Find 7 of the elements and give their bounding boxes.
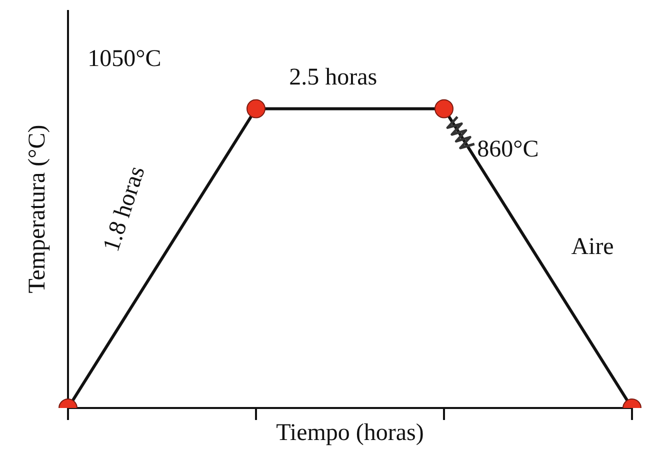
- y-axis-title: Temperatura (°C): [24, 124, 51, 294]
- text: 2.5 horas: [289, 64, 378, 91]
- text: 1050°C: [88, 46, 162, 72]
- annotation: Aire: [571, 234, 614, 260]
- x-axis-title: Tiempo (horas): [276, 420, 424, 446]
- annotation: 1.8 horas: [98, 163, 150, 255]
- annotation: 860°C: [477, 136, 539, 162]
